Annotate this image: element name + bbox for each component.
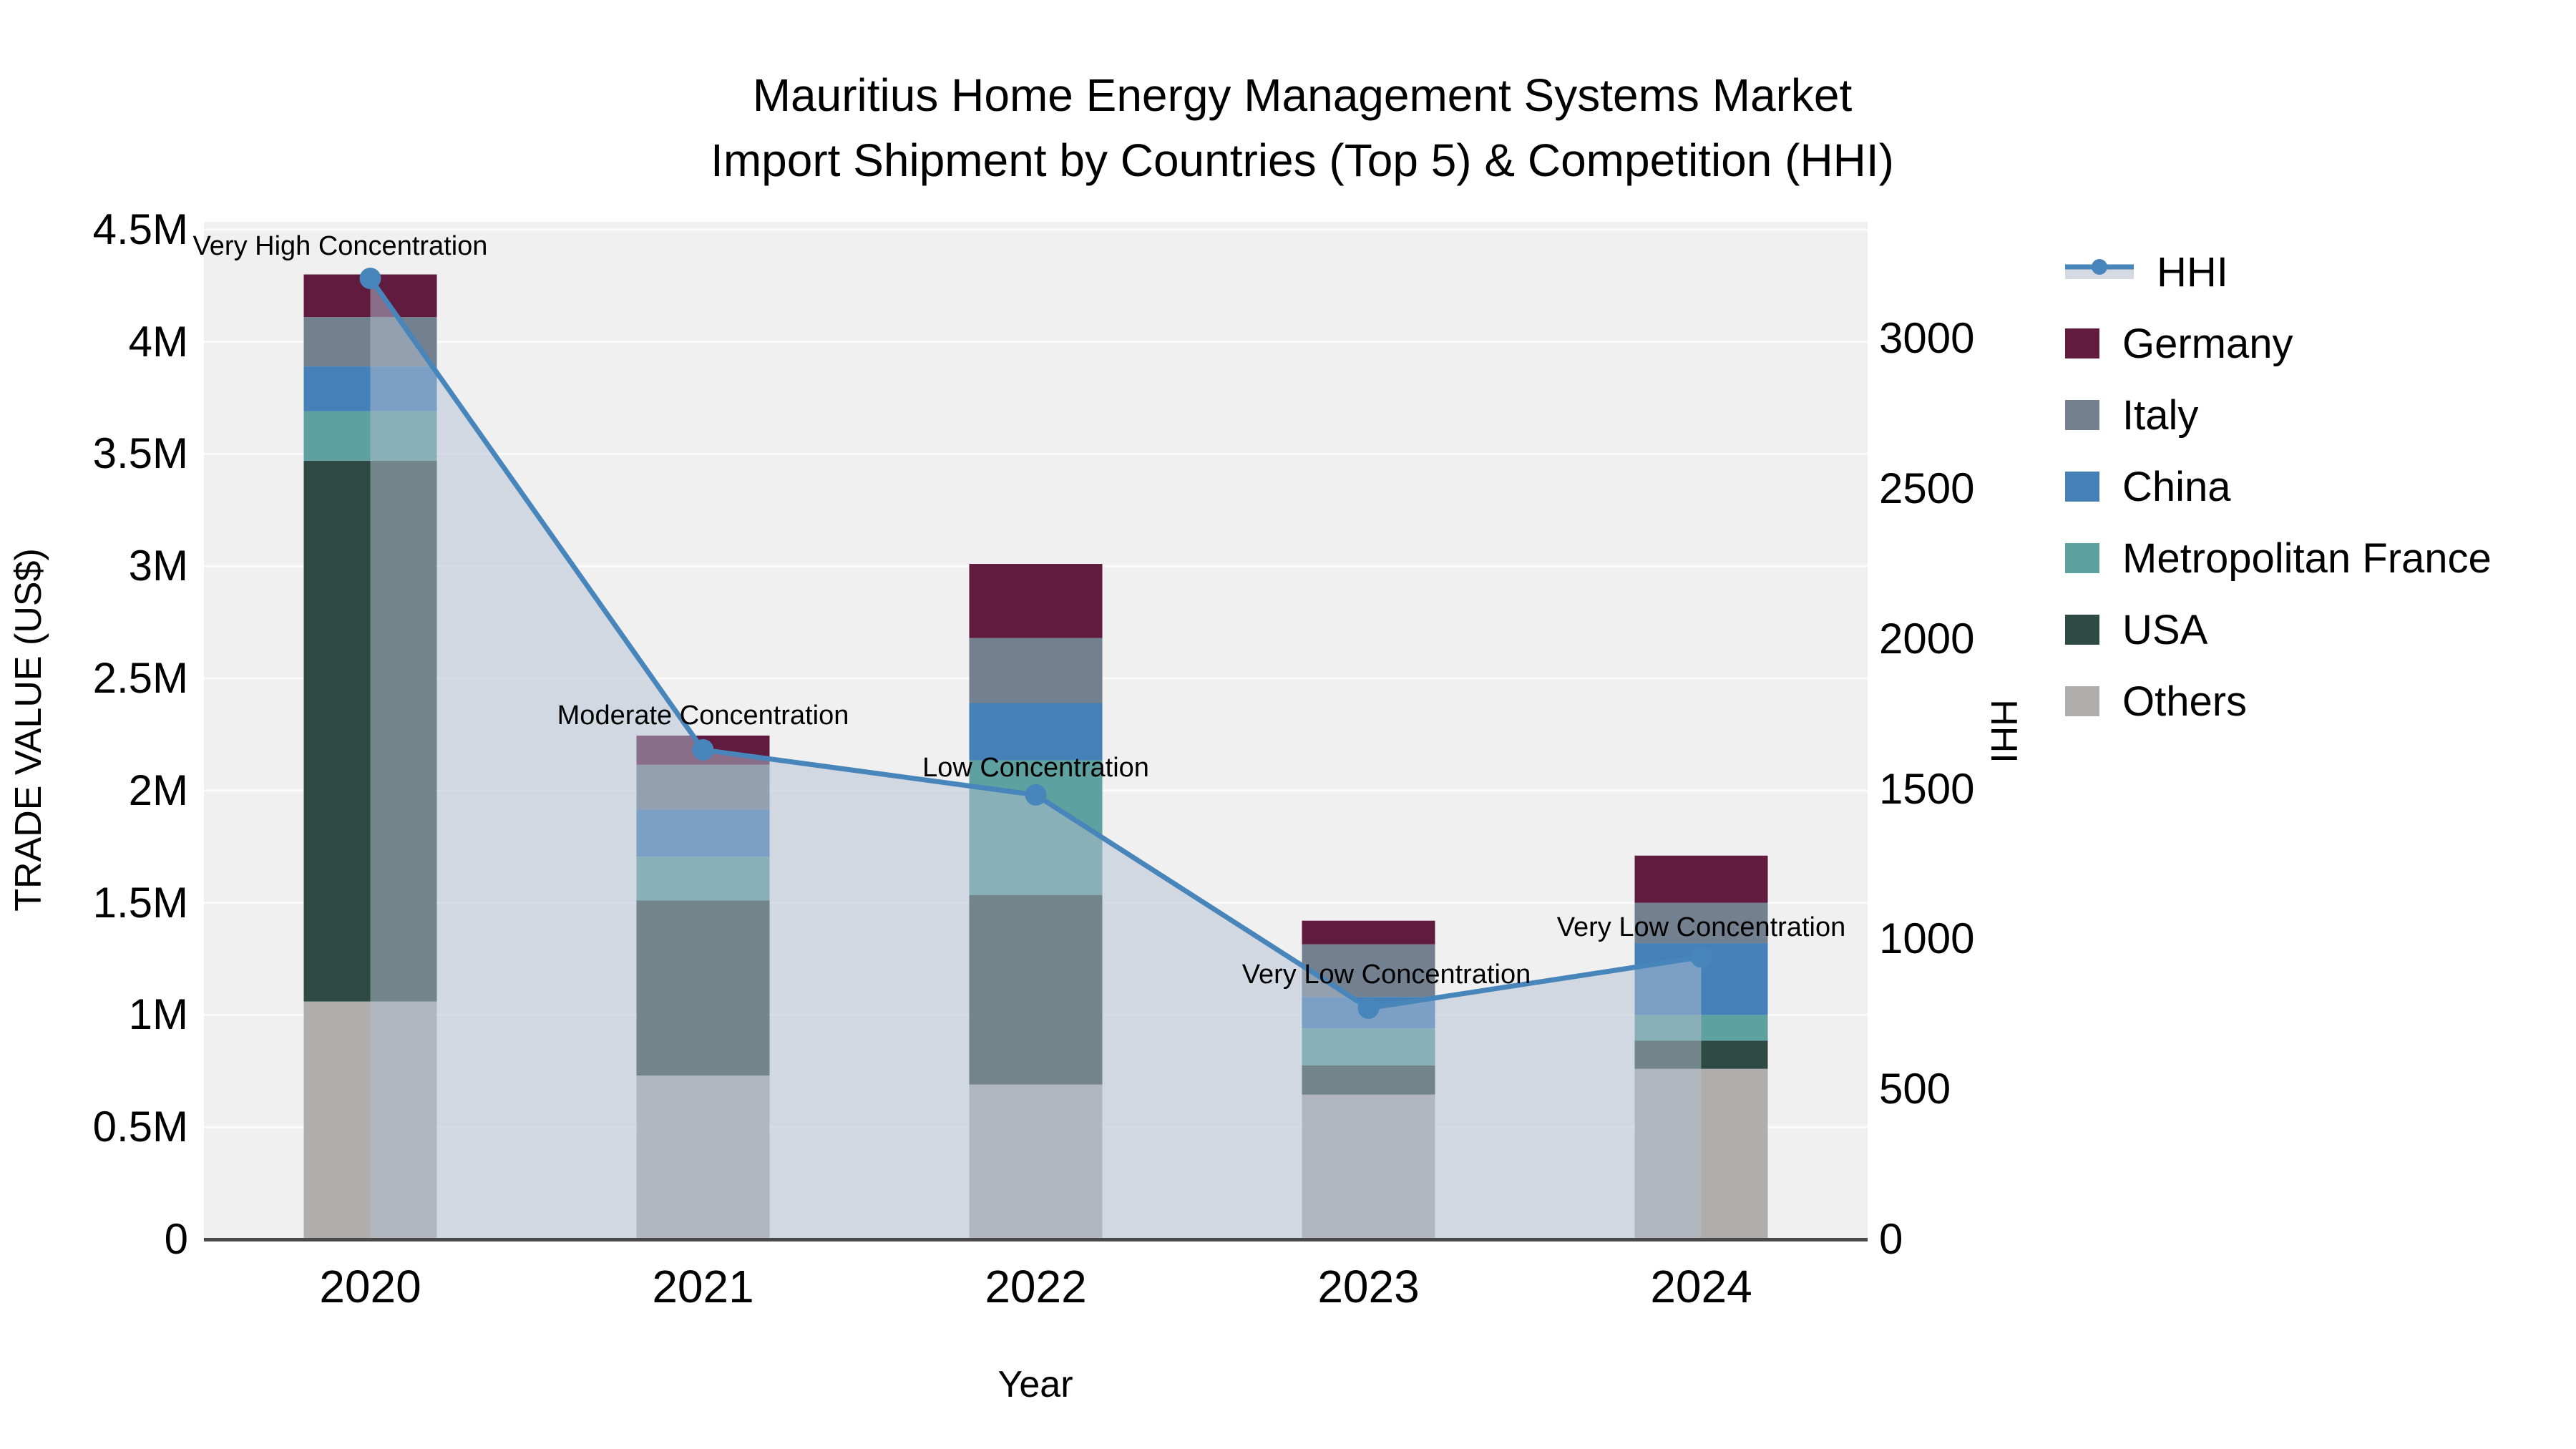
legend-item-usa: USA <box>2065 594 2492 665</box>
legend-item-others: Others <box>2065 665 2492 737</box>
bar-segment-italy-2022 <box>969 638 1103 703</box>
y-left-tick-2.5M: 2.5M <box>92 654 188 702</box>
x-axis-title: Year <box>997 1364 1073 1405</box>
y-left-tick-3M: 3M <box>128 542 188 590</box>
y-right-tick-500: 500 <box>1879 1065 1951 1113</box>
annotation-2023: Very Low Concentration <box>1241 959 1531 990</box>
chart-title-line2: Import Shipment by Countries (Top 5) & C… <box>711 134 1894 186</box>
y-left-tick-0: 0 <box>164 1215 188 1263</box>
bar-segment-china-2022 <box>969 703 1103 761</box>
hhi-area <box>370 278 1702 1240</box>
annotation-2020: Very High Concentration <box>192 231 488 262</box>
legend-swatch-china <box>2065 472 2099 502</box>
y-left-tick-1M: 1M <box>128 990 188 1039</box>
legend-swatch-germany <box>2065 328 2099 358</box>
y-right-tick-1000: 1000 <box>1879 914 1975 963</box>
legend-item-italy: Italy <box>2065 379 2492 451</box>
y-left-tick-2M: 2M <box>128 766 188 814</box>
bar-segment-germany-2023 <box>1302 920 1435 945</box>
bar-segment-germany-2024 <box>1634 855 1768 903</box>
bar-segment-germany-2022 <box>969 564 1103 638</box>
hhi-marker-2023 <box>1357 997 1380 1019</box>
bar-segment-italy-2024 <box>1634 902 1768 944</box>
x-tick-2023: 2023 <box>1317 1261 1420 1312</box>
y-right-tick-2000: 2000 <box>1879 614 1975 663</box>
hhi-marker-2020 <box>359 268 381 290</box>
y-left-tick-1.5M: 1.5M <box>92 878 188 927</box>
legend-label-hhi: HHI <box>2157 248 2228 296</box>
legend-item-germany: Germany <box>2065 308 2492 379</box>
legend-label-italy: Italy <box>2122 391 2199 439</box>
legend-swatch-others <box>2065 686 2099 716</box>
legend-label-metropolitan-france: Metropolitan France <box>2122 535 2492 582</box>
x-tick-2021: 2021 <box>652 1261 754 1312</box>
x-tick-2020: 2020 <box>319 1261 421 1312</box>
y-left-tick-4.5M: 4.5M <box>92 205 188 253</box>
annotation-2022: Low Concentration <box>922 752 1149 783</box>
hhi-legend-swatch <box>2065 259 2134 279</box>
legend: HHI Germany Italy China Metropolitan France U… <box>2065 236 2492 737</box>
legend-label-china: China <box>2122 463 2231 510</box>
y-left-tick-4M: 4M <box>128 317 188 366</box>
y-left-tick-3.5M: 3.5M <box>92 429 188 478</box>
y-right-tick-2500: 2500 <box>1879 464 1975 512</box>
x-tick-2022: 2022 <box>985 1261 1087 1312</box>
legend-item-metropolitan-france: Metropolitan France <box>2065 522 2492 594</box>
annotation-2024: Very Low Concentration <box>1556 912 1846 942</box>
legend-label-usa: USA <box>2122 606 2208 653</box>
legend-item-china: China <box>2065 451 2492 522</box>
annotation-2021: Moderate Concentration <box>557 700 849 731</box>
legend-item-hhi: HHI <box>2065 236 2492 308</box>
x-tick-2024: 2024 <box>1650 1261 1752 1312</box>
y-right-tick-3000: 3000 <box>1879 314 1975 362</box>
y-right-tick-0: 0 <box>1879 1215 1903 1263</box>
legend-label-others: Others <box>2122 678 2248 725</box>
x-axis-line <box>204 1238 1868 1241</box>
chart-title: Mauritius Home Energy Management Systems… <box>711 63 1894 193</box>
hhi-marker-2022 <box>1025 784 1047 806</box>
legend-swatch-usa <box>2065 615 2099 645</box>
chart-title-line1: Mauritius Home Energy Management Systems… <box>752 69 1853 121</box>
y-axis-right-title: HHI <box>1983 699 2024 763</box>
hhi-marker-2024 <box>1690 946 1712 968</box>
legend-swatch-italy <box>2065 400 2099 430</box>
y-right-tick-1500: 1500 <box>1879 764 1975 813</box>
y-left-tick-0.5M: 0.5M <box>92 1103 188 1151</box>
legend-swatch-metropolitan-france <box>2065 543 2099 573</box>
hhi-marker-2021 <box>692 738 714 761</box>
y-axis-left-title: TRADE VALUE (US$) <box>8 548 49 912</box>
legend-label-germany: Germany <box>2122 320 2293 367</box>
